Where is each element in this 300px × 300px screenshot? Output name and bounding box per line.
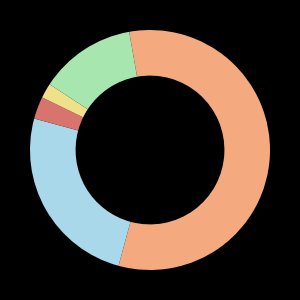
Wedge shape bbox=[50, 32, 137, 109]
Wedge shape bbox=[118, 30, 270, 270]
Wedge shape bbox=[42, 84, 88, 117]
Wedge shape bbox=[30, 118, 130, 266]
Wedge shape bbox=[34, 98, 83, 130]
